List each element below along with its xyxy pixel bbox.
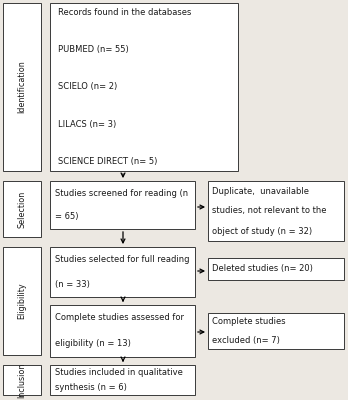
Text: (n = 33): (n = 33) xyxy=(55,280,90,289)
Bar xyxy=(208,258,344,280)
Bar xyxy=(50,305,195,357)
Text: Identification: Identification xyxy=(17,61,26,113)
Bar xyxy=(208,313,344,349)
Bar xyxy=(3,365,41,395)
Text: Studies selected for full reading: Studies selected for full reading xyxy=(55,255,190,264)
Text: eligibility (n = 13): eligibility (n = 13) xyxy=(55,340,131,348)
Bar xyxy=(3,247,41,355)
Bar xyxy=(50,181,195,229)
Text: studies, not relevant to the: studies, not relevant to the xyxy=(212,206,326,216)
Text: Complete studies assessed for: Complete studies assessed for xyxy=(55,314,184,322)
Text: synthesis (n = 6): synthesis (n = 6) xyxy=(55,383,127,392)
Text: SCIENCE DIRECT (n= 5): SCIENCE DIRECT (n= 5) xyxy=(58,157,157,166)
Text: Duplicate,  unavailable: Duplicate, unavailable xyxy=(212,186,309,196)
Text: object of study (n = 32): object of study (n = 32) xyxy=(212,226,312,236)
Bar xyxy=(3,181,41,237)
Text: Studies included in qualitative: Studies included in qualitative xyxy=(55,368,183,377)
Bar xyxy=(3,3,41,171)
Text: = 65): = 65) xyxy=(55,212,79,222)
Text: SCIELO (n= 2): SCIELO (n= 2) xyxy=(58,82,117,92)
Text: excluded (n= 7): excluded (n= 7) xyxy=(212,336,280,344)
Bar xyxy=(50,365,195,395)
Text: Records found in the databases: Records found in the databases xyxy=(58,8,191,17)
Text: Eligibility: Eligibility xyxy=(17,283,26,319)
Bar xyxy=(208,181,344,241)
Text: Complete studies: Complete studies xyxy=(212,318,286,326)
Text: Studies screened for reading (n: Studies screened for reading (n xyxy=(55,188,188,198)
Bar xyxy=(50,247,195,297)
Text: Deleted studies (n= 20): Deleted studies (n= 20) xyxy=(212,264,313,274)
Text: PUBMED (n= 55): PUBMED (n= 55) xyxy=(58,45,129,54)
Bar xyxy=(50,3,238,171)
Text: Inclusion: Inclusion xyxy=(17,362,26,398)
Text: LILACS (n= 3): LILACS (n= 3) xyxy=(58,120,116,129)
Text: Selection: Selection xyxy=(17,190,26,228)
